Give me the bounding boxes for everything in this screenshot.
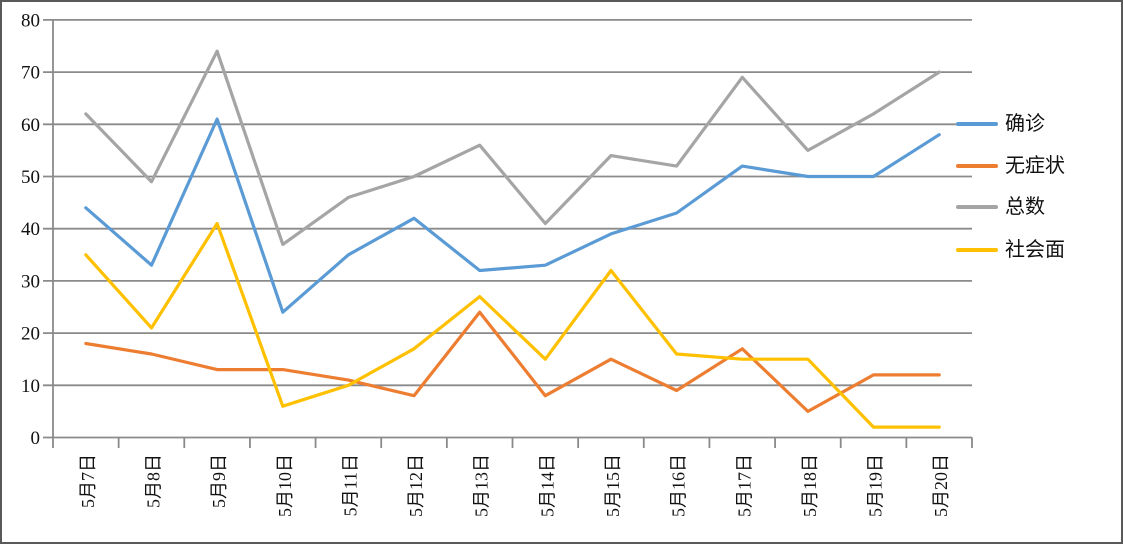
legend-line-asymptomatic-sample — [956, 164, 998, 168]
legend-label-asymptomatic: 无症状 — [1005, 155, 1065, 177]
series-line-2 — [84, 49, 941, 246]
x-axis-tick-label: 5月19日 — [866, 454, 886, 517]
x-axis-tick-label: 5月9日 — [209, 454, 229, 508]
y-axis-tick-label: 30 — [21, 271, 40, 292]
legend-label-confirmed: 确诊 — [1005, 113, 1045, 135]
legend-line-community-sample — [956, 248, 998, 252]
y-axis-tick-label: 70 — [21, 63, 40, 84]
legend-line-total-sample — [956, 205, 998, 209]
y-axis-tick-label: 10 — [21, 376, 40, 397]
y-axis-tick-label: 60 — [21, 115, 40, 136]
x-axis-tick-label: 5月16日 — [669, 454, 689, 517]
legend-line-confirmed-sample — [956, 122, 998, 126]
y-axis-tick-label: 80 — [21, 10, 40, 31]
x-axis-tick-label: 5月13日 — [472, 454, 492, 517]
legend-item-confirmed: 确诊 — [956, 112, 1045, 136]
x-axis-tick-label: 5月14日 — [537, 454, 557, 517]
x-axis-tick-label: 5月11日 — [340, 454, 360, 516]
x-axis-tick-label: 5月17日 — [734, 454, 754, 517]
legend-item-community: 社会面 — [956, 238, 1065, 262]
legend-item-total: 总数 — [956, 195, 1045, 219]
x-axis-tick-label: 5月8日 — [143, 454, 163, 508]
x-axis-tick-label: 5月7日 — [78, 454, 98, 508]
legend-item-asymptomatic: 无症状 — [956, 154, 1065, 178]
legend-label-total: 总数 — [1005, 196, 1045, 218]
y-axis-tick-label: 0 — [31, 428, 41, 449]
x-axis-tick-label: 5月15日 — [603, 454, 623, 517]
x-axis-tick-label: 5月10日 — [275, 454, 295, 517]
series-line-1 — [84, 310, 941, 413]
x-axis-tick-label: 5月12日 — [406, 454, 426, 517]
series-line-3 — [84, 221, 941, 429]
x-axis-tick-label: 5月20日 — [931, 454, 951, 517]
series-line-0 — [84, 117, 941, 314]
y-axis-tick-label: 50 — [21, 167, 40, 188]
y-axis-tick-label: 40 — [21, 219, 40, 240]
legend-label-community: 社会面 — [1005, 239, 1065, 261]
x-axis-tick-label: 5月18日 — [800, 454, 820, 517]
y-axis-tick-label: 20 — [21, 324, 40, 345]
